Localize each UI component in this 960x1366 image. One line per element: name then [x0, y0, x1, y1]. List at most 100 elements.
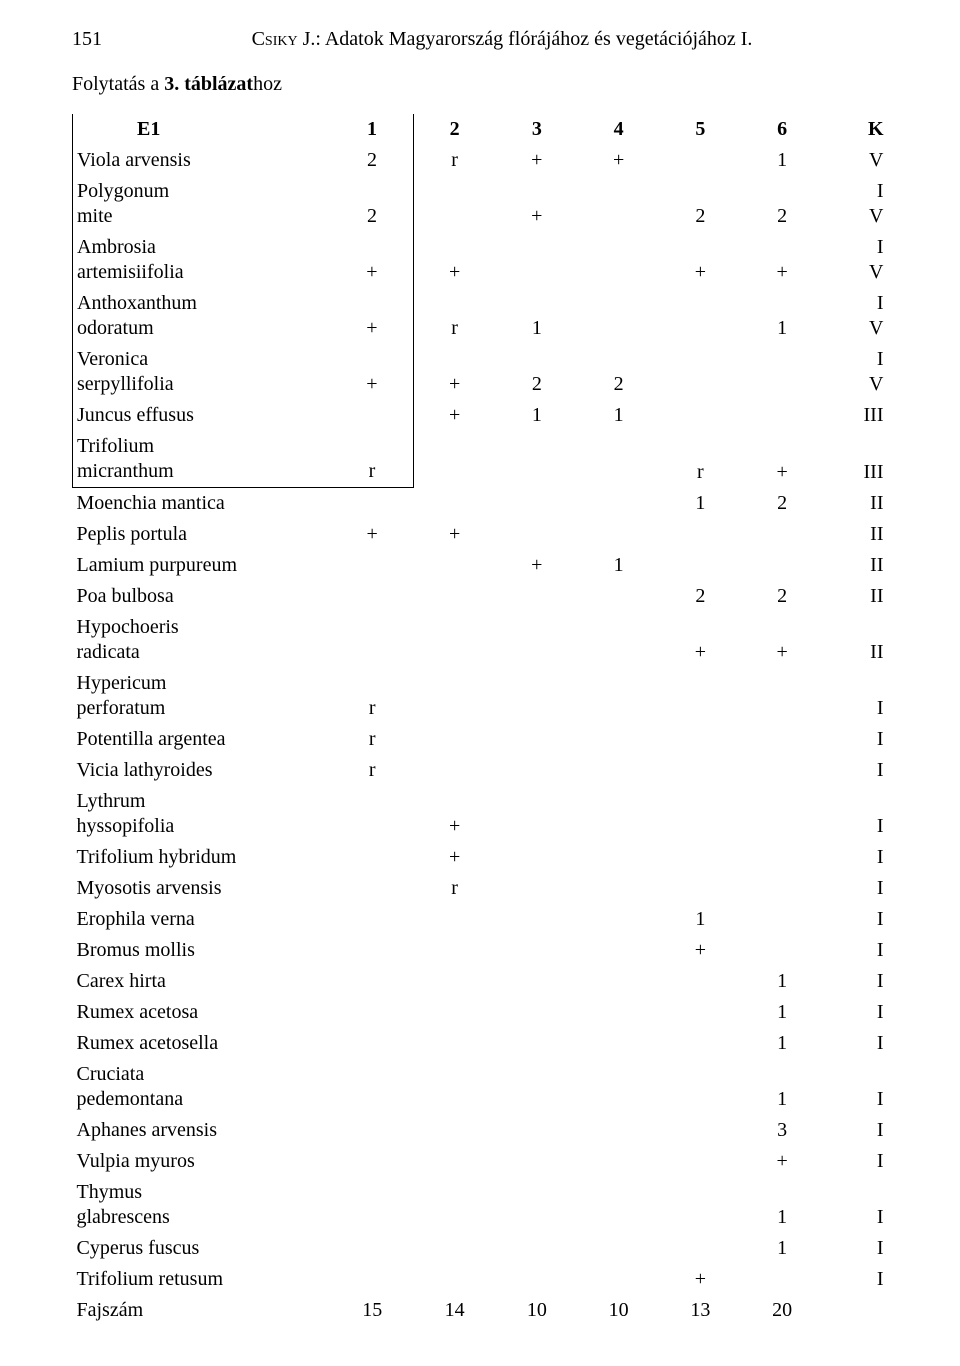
- cell-col-2: +: [413, 400, 496, 431]
- cell-col-2: [413, 612, 496, 668]
- cell-col-3: 1: [496, 400, 578, 431]
- table-row: Polygonummite2+22IV: [73, 176, 888, 232]
- cell-col-4: 10: [578, 1295, 660, 1326]
- table-row: Rumex acetosa1I: [73, 997, 888, 1028]
- cell-col-4: [578, 935, 660, 966]
- cell-col-2: [413, 966, 496, 997]
- cell-col-2: [413, 581, 496, 612]
- cell-col-4: [578, 1028, 660, 1059]
- cell-col-1: r: [331, 668, 413, 724]
- cell-col-2: [413, 1146, 496, 1177]
- cell-col-4: [578, 288, 660, 344]
- cell-col-5: +: [659, 935, 741, 966]
- cell-k: I: [823, 668, 888, 724]
- cell-col-6: 2: [741, 176, 823, 232]
- cell-col-4: [578, 176, 660, 232]
- cell-col-6: [741, 400, 823, 431]
- cell-col-4: [578, 842, 660, 873]
- cell-col-2: [413, 904, 496, 935]
- cell-k: I: [823, 786, 888, 842]
- table-continuation-note: Folytatás a 3. táblázathoz: [72, 73, 888, 96]
- table-row: Cyperus fuscus1I: [73, 1233, 888, 1264]
- cell-col-3: [496, 755, 578, 786]
- cell-col-4: [578, 581, 660, 612]
- table-row: Vicia lathyroidesrI: [73, 755, 888, 786]
- cell-col-3: [496, 935, 578, 966]
- header-col-3: 3: [496, 114, 578, 145]
- species-name: Viola arvensis: [73, 145, 332, 176]
- table-row: Potentilla argentearI: [73, 724, 888, 755]
- cell-col-1: [331, 612, 413, 668]
- cell-col-4: [578, 612, 660, 668]
- cell-col-1: [331, 904, 413, 935]
- table-row: Bromus mollis+I: [73, 935, 888, 966]
- cell-k: III: [823, 400, 888, 431]
- cell-col-5: [659, 668, 741, 724]
- cell-col-5: 2: [659, 581, 741, 612]
- cell-col-4: 1: [578, 550, 660, 581]
- cell-col-4: [578, 755, 660, 786]
- species-name: Moenchia mantica: [73, 488, 332, 520]
- cell-k: II: [823, 488, 888, 520]
- species-table-body: E1123456KViola arvensis2r++1VPolygonummi…: [73, 114, 888, 1326]
- cell-k: I: [823, 1059, 888, 1115]
- cell-col-1: [331, 1059, 413, 1115]
- cell-col-6: [741, 550, 823, 581]
- cell-k: IV: [823, 232, 888, 288]
- cell-col-2: +: [413, 842, 496, 873]
- cell-col-2: [413, 724, 496, 755]
- cell-col-5: +: [659, 232, 741, 288]
- species-table: E1123456KViola arvensis2r++1VPolygonummi…: [72, 114, 888, 1326]
- cell-col-6: [741, 935, 823, 966]
- cell-k: I: [823, 724, 888, 755]
- table-row: Lythrumhyssopifolia+I: [73, 786, 888, 842]
- cell-col-3: [496, 519, 578, 550]
- cell-col-3: [496, 612, 578, 668]
- cell-col-6: +: [741, 1146, 823, 1177]
- species-name: Anthoxanthumodoratum: [73, 288, 332, 344]
- table-row: Viola arvensis2r++1V: [73, 145, 888, 176]
- cell-k: II: [823, 550, 888, 581]
- header-col-2: 2: [413, 114, 496, 145]
- cell-col-1: +: [331, 288, 413, 344]
- cell-col-2: +: [413, 786, 496, 842]
- species-name: Veronicaserpyllifolia: [73, 344, 332, 400]
- header-label: E1: [73, 114, 332, 145]
- cell-col-2: [413, 755, 496, 786]
- species-name: Trifolium retusum: [73, 1264, 332, 1295]
- cell-col-1: [331, 1264, 413, 1295]
- cell-col-3: [496, 1264, 578, 1295]
- continuation-prefix: Folytatás a: [72, 73, 164, 95]
- cell-k: V: [823, 145, 888, 176]
- cell-col-4: [578, 1059, 660, 1115]
- cell-col-4: [578, 997, 660, 1028]
- cell-col-1: 15: [331, 1295, 413, 1326]
- cell-k: I: [823, 966, 888, 997]
- cell-col-4: [578, 786, 660, 842]
- table-row: Veronicaserpyllifolia++22IV: [73, 344, 888, 400]
- species-name: Juncus effusus: [73, 400, 332, 431]
- cell-col-6: [741, 1264, 823, 1295]
- cell-col-2: [413, 1177, 496, 1233]
- table-row: Myosotis arvensisrI: [73, 873, 888, 904]
- cell-col-3: [496, 873, 578, 904]
- cell-col-2: r: [413, 145, 496, 176]
- cell-col-1: [331, 786, 413, 842]
- cell-col-3: [496, 668, 578, 724]
- species-name: Peplis portula: [73, 519, 332, 550]
- cell-col-2: [413, 668, 496, 724]
- cell-col-3: [496, 842, 578, 873]
- cell-col-2: [413, 431, 496, 488]
- cell-col-6: [741, 842, 823, 873]
- cell-col-6: 1: [741, 1059, 823, 1115]
- cell-col-1: +: [331, 344, 413, 400]
- header-center: Csiky J.: Adatok Magyarország flórájához…: [116, 28, 888, 51]
- species-name: Poa bulbosa: [73, 581, 332, 612]
- continuation-suffix: hoz: [253, 73, 282, 95]
- page-number: 151: [72, 28, 116, 51]
- cell-col-6: 2: [741, 581, 823, 612]
- cell-col-3: [496, 488, 578, 520]
- cell-col-6: 2: [741, 488, 823, 520]
- cell-col-5: 1: [659, 488, 741, 520]
- cell-col-3: [496, 232, 578, 288]
